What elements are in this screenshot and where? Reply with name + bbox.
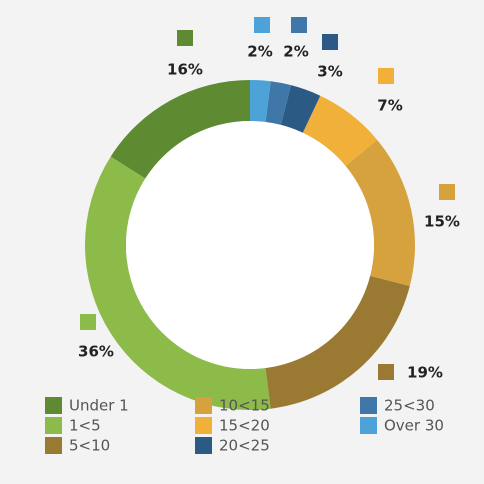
legend-label: Under 1 [69,397,129,415]
legend-label: 5<10 [69,437,110,455]
legend-label: 20<25 [219,437,270,455]
value-label: 2% [283,43,308,61]
legend-swatch [45,397,62,414]
value-label: 19% [407,364,443,382]
legend-label: 15<20 [219,417,270,435]
legend-swatch [195,437,212,454]
label-swatch [439,184,455,200]
label-swatch [291,17,307,33]
value-label: 7% [377,97,402,115]
legend-label: 1<5 [69,417,101,435]
donut-segment [345,139,415,287]
label-swatch [378,364,394,380]
value-label: 15% [424,213,460,231]
label-swatch [254,17,270,33]
legend-label: Over 30 [384,417,444,435]
legend-label: 25<30 [384,397,435,415]
label-swatch [177,30,193,46]
donut-segment [280,85,321,133]
legend-swatch [195,417,212,434]
donut-hole [126,121,374,369]
donut-segment [302,95,378,166]
donut-segment [265,81,292,125]
legend-swatch [195,397,212,414]
value-label: 36% [78,343,114,361]
value-label: 16% [167,61,203,79]
value-label: 3% [317,63,342,81]
legend-swatch [360,417,377,434]
legend-swatch [45,417,62,434]
label-swatch [80,314,96,330]
legend-swatch [360,397,377,414]
legend-label: 10<15 [219,397,270,415]
donut-segment [250,80,271,122]
legend-swatch [45,437,62,454]
donut-segment [265,275,410,409]
donut-segment [85,156,271,410]
label-swatch [322,34,338,50]
label-swatch [378,68,394,84]
value-label: 2% [247,43,272,61]
donut-segment [110,80,251,179]
